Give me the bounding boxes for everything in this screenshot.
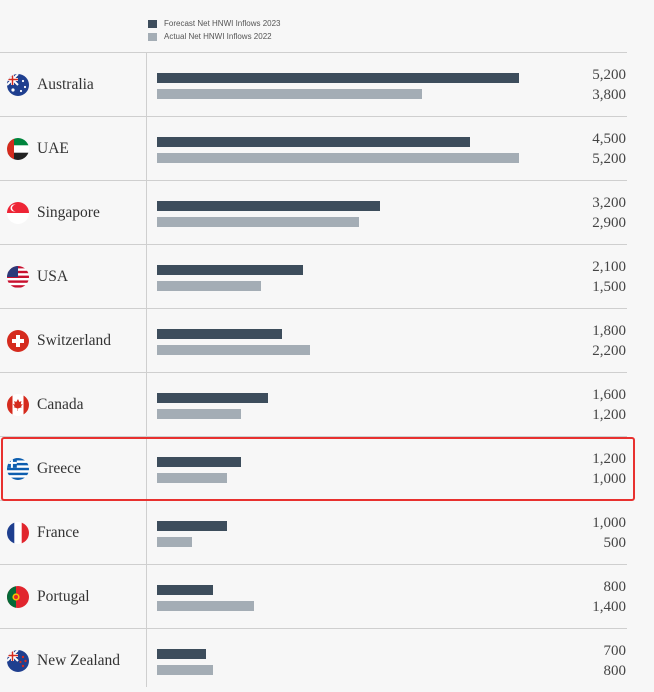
value-label-actual: 1,200	[592, 407, 626, 423]
greece-flag-icon	[7, 458, 29, 480]
portugal-flag-icon	[7, 586, 29, 608]
bar-actual-portugal	[157, 601, 254, 611]
value-label-forecast: 1,200	[592, 451, 626, 467]
chart-row-canada: Canada 1,600 1,200	[0, 372, 627, 436]
bar-actual-new-zealand	[157, 665, 213, 675]
canada-flag-icon	[7, 394, 29, 416]
chart-row-switzerland: Switzerland 1,800 2,200	[0, 308, 627, 372]
value-label-forecast: 5,200	[592, 67, 626, 83]
category-label: UAE	[37, 140, 69, 157]
bar-actual-canada	[157, 409, 241, 419]
value-label-forecast: 800	[603, 579, 627, 595]
australia-flag-icon	[7, 74, 29, 96]
value-label-forecast: 1,600	[592, 387, 626, 403]
chart-row-new-zealand: New Zealand 700 800	[0, 628, 627, 692]
new-zealand-flag-icon	[7, 650, 29, 672]
bar-forecast-greece	[157, 457, 241, 467]
bar-forecast-usa	[157, 265, 303, 275]
bar-actual-australia	[157, 89, 422, 99]
value-label-forecast: 3,200	[592, 195, 626, 211]
category-label: New Zealand	[37, 652, 121, 669]
value-label-actual: 1,400	[592, 599, 626, 615]
category-label: Singapore	[37, 204, 100, 221]
singapore-flag-icon	[7, 202, 29, 224]
legend-swatch-forecast	[148, 19, 157, 28]
bar-forecast-france	[157, 521, 227, 531]
france-flag-icon	[7, 522, 29, 544]
value-label-actual: 2,900	[592, 215, 626, 231]
value-label-actual: 500	[603, 535, 627, 551]
bar-actual-greece	[157, 473, 227, 483]
category-label: Australia	[37, 76, 94, 93]
chart-row-singapore: Singapore 3,200 2,900	[0, 180, 627, 244]
usa-flag-icon	[7, 266, 29, 288]
chart-axis-divider	[146, 52, 147, 687]
bar-forecast-canada	[157, 393, 268, 403]
legend-item-forecast: Forecast Net HNWI Inflows 2023	[148, 17, 280, 30]
bar-forecast-australia	[157, 73, 519, 83]
legend-label-actual: Actual Net HNWI Inflows 2022	[164, 32, 272, 41]
bar-actual-switzerland	[157, 345, 310, 355]
chart-rows: Australia 5,200 3,800 UAE 4,500 5,200 Singapor…	[0, 52, 627, 692]
value-label-forecast: 700	[603, 643, 627, 659]
value-label-actual: 1,000	[592, 471, 626, 487]
category-label: France	[37, 524, 80, 541]
category-label: Canada	[37, 396, 84, 413]
chart-legend: Forecast Net HNWI Inflows 2023 Actual Ne…	[148, 17, 280, 43]
category-label: USA	[37, 268, 69, 285]
bar-forecast-switzerland	[157, 329, 282, 339]
bar-forecast-new-zealand	[157, 649, 206, 659]
value-label-actual: 1,500	[592, 279, 626, 295]
bar-forecast-singapore	[157, 201, 380, 211]
legend-item-actual: Actual Net HNWI Inflows 2022	[148, 30, 280, 43]
category-label: Portugal	[37, 588, 90, 605]
legend-label-forecast: Forecast Net HNWI Inflows 2023	[164, 19, 281, 28]
value-label-actual: 5,200	[592, 151, 626, 167]
value-label-forecast: 1,800	[592, 323, 626, 339]
chart-row-usa: USA 2,100 1,500	[0, 244, 627, 308]
chart-row-greece: Greece 1,200 1,000	[0, 436, 627, 500]
category-label: Switzerland	[37, 332, 112, 349]
uae-flag-icon	[7, 138, 29, 160]
chart-row-uae: UAE 4,500 5,200	[0, 116, 627, 180]
legend-swatch-actual	[148, 32, 157, 41]
category-label: Greece	[37, 460, 81, 477]
value-label-forecast: 4,500	[592, 131, 626, 147]
bar-actual-usa	[157, 281, 261, 291]
chart-row-portugal: Portugal 800 1,400	[0, 564, 627, 628]
bar-actual-singapore	[157, 217, 359, 227]
bar-forecast-uae	[157, 137, 470, 147]
value-label-actual: 2,200	[592, 343, 626, 359]
bar-actual-france	[157, 537, 192, 547]
value-label-forecast: 1,000	[592, 515, 626, 531]
switzerland-flag-icon	[7, 330, 29, 352]
chart-row-france: France 1,000 500	[0, 500, 627, 564]
bar-forecast-portugal	[157, 585, 213, 595]
value-label-actual: 800	[603, 663, 627, 679]
value-label-actual: 3,800	[592, 87, 626, 103]
bar-actual-uae	[157, 153, 519, 163]
chart-row-australia: Australia 5,200 3,800	[0, 52, 627, 116]
value-label-forecast: 2,100	[592, 259, 626, 275]
